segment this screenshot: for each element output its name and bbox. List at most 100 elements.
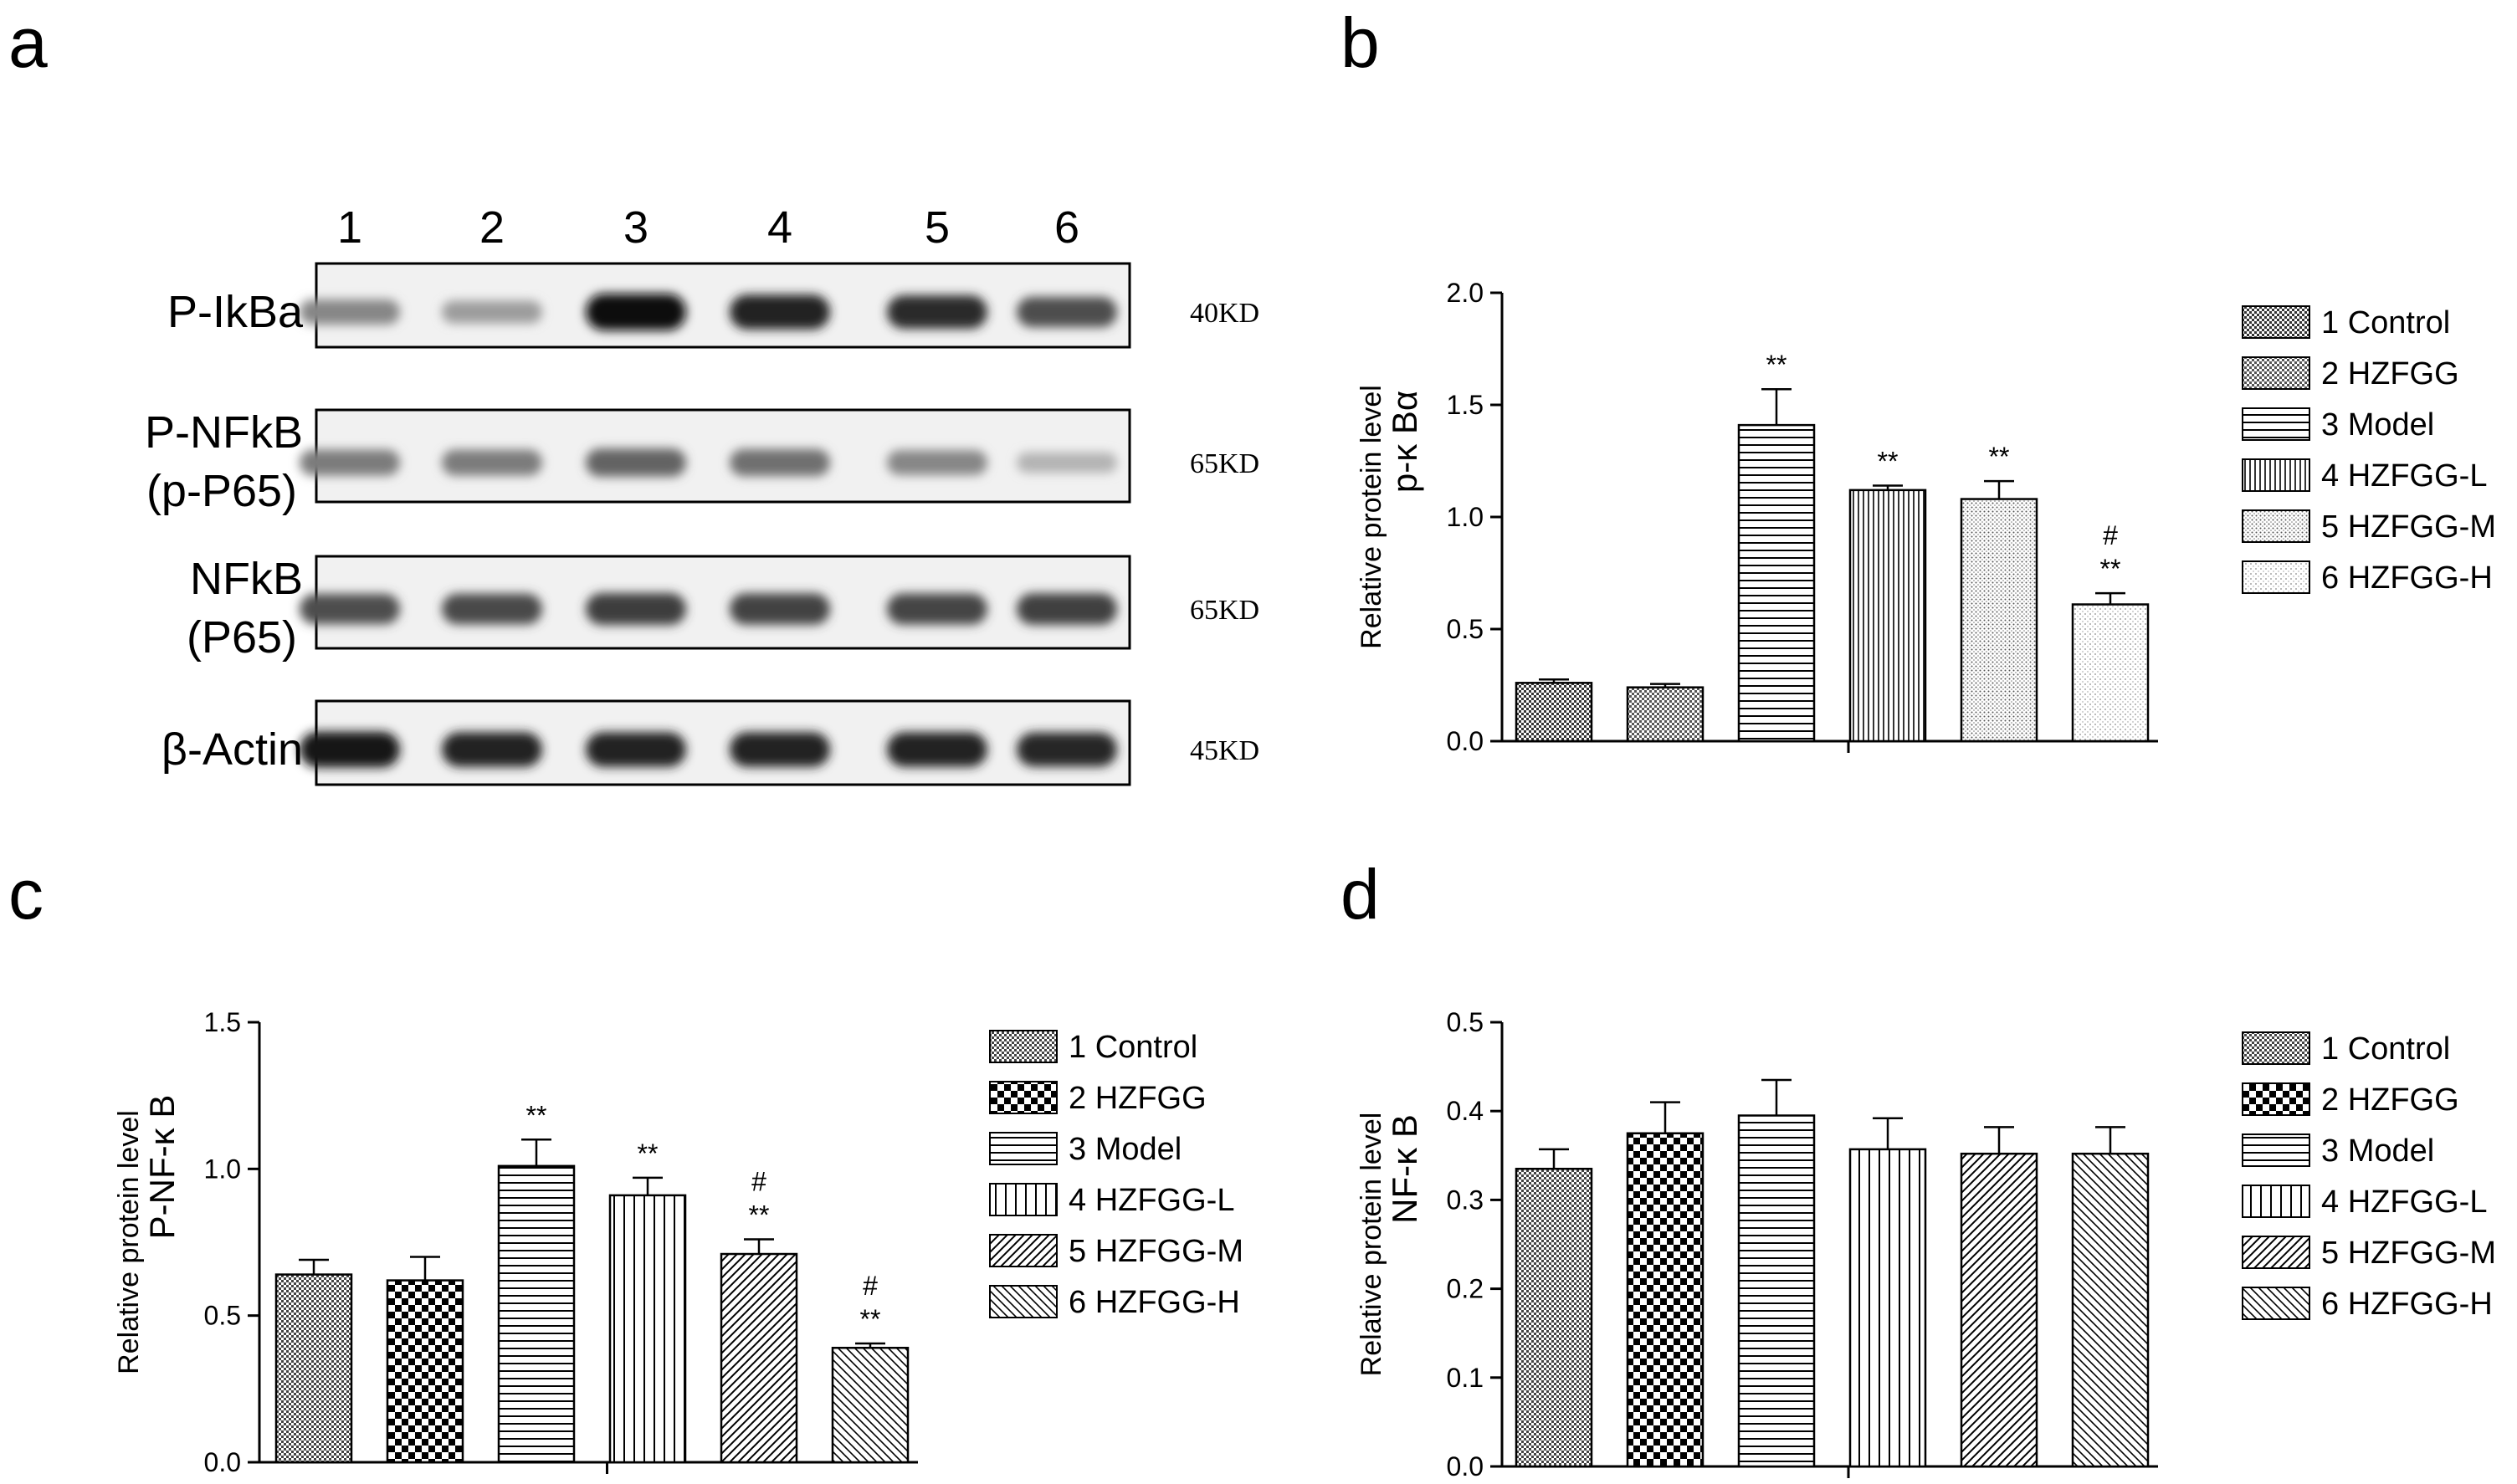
legend-swatch xyxy=(2242,407,2310,441)
y-axis-label-protein: P-NF-κ B xyxy=(142,1095,182,1240)
legend-swatch xyxy=(989,1285,1058,1318)
molecular-weight-label: 40KD xyxy=(1190,298,1259,329)
molecular-weight-label: 45KD xyxy=(1190,735,1259,766)
legend-label: 4 HZFGG-L xyxy=(1069,1183,1234,1218)
legend-label: 6 HZFGG-H xyxy=(2321,1287,2493,1322)
blot-membrane xyxy=(315,262,1131,349)
legend-label: 5 HZFGG-M xyxy=(2321,509,2496,545)
y-tick-label: 0.0 xyxy=(1447,1451,1484,1481)
chart-panel-c: c0.00.51.01.5******#**#Relative protein … xyxy=(8,855,1243,1477)
protein-band xyxy=(442,300,542,324)
protein-band xyxy=(586,592,686,626)
data-bar xyxy=(2071,1152,2150,1468)
significance-marker: ** xyxy=(638,1139,659,1169)
legend-swatch xyxy=(2242,458,2310,492)
data-bar xyxy=(1737,1114,1816,1468)
y-axis-label: Relative protein level xyxy=(113,1110,145,1374)
legend-swatch xyxy=(989,1081,1058,1114)
y-tick-label: 0.5 xyxy=(1447,1007,1484,1037)
panel-label-a: a xyxy=(8,3,48,82)
protein-band xyxy=(730,732,830,767)
protein-band xyxy=(1017,296,1117,328)
protein-band xyxy=(887,732,987,767)
protein-label-line2: (p-P65) xyxy=(146,466,297,516)
legend-swatch xyxy=(989,1183,1058,1216)
significance-marker: ** xyxy=(1989,442,2010,472)
data-bar xyxy=(720,1252,798,1464)
protein-band xyxy=(887,450,987,475)
y-tick-label: 0.1 xyxy=(1447,1363,1484,1393)
data-bar xyxy=(1960,1152,2038,1468)
protein-band xyxy=(887,294,987,330)
lane-number: 5 xyxy=(925,202,950,253)
legend-swatch xyxy=(2242,356,2310,390)
lane-number: 1 xyxy=(337,202,362,253)
data-bar xyxy=(1515,1167,1593,1468)
chart-panel-b: b 0.0 0.5 1.0 1.5 2.0 ** ** ** ** # Relative protei… xyxy=(1341,3,2496,756)
lane-number: 3 xyxy=(623,202,648,253)
legend-swatch xyxy=(2242,1287,2310,1320)
y-tick-label: 1.0 xyxy=(1447,502,1484,532)
panel-label-b: b xyxy=(1341,3,1380,82)
legend-label: 2 HZFGG xyxy=(2321,356,2459,391)
y-tick-label: 0.4 xyxy=(1447,1096,1484,1126)
y-tick-label: 1.5 xyxy=(1447,390,1484,420)
y-tick-label: 0.3 xyxy=(1447,1185,1484,1215)
blot-membrane xyxy=(315,699,1131,786)
legend-label: 3 Model xyxy=(2321,1133,2434,1169)
significance-marker-hash: # xyxy=(863,1271,878,1301)
legend-label: 6 HZFGG-H xyxy=(2321,560,2493,596)
significance-marker-hash: # xyxy=(751,1166,766,1196)
data-bar xyxy=(2071,603,2150,743)
protein-band xyxy=(586,732,686,767)
data-bar xyxy=(1737,423,1816,743)
legend-label: 5 HZFGG-M xyxy=(1069,1234,1243,1269)
legend-label: 4 HZFGG-L xyxy=(2321,1185,2487,1220)
protein-band xyxy=(300,731,400,768)
data-bar xyxy=(1515,682,1593,743)
legend-label: 2 HZFGG xyxy=(1069,1081,1207,1116)
protein-band xyxy=(586,448,686,477)
legend-label: 2 HZFGG xyxy=(2321,1082,2459,1118)
legend-label: 1 Control xyxy=(1069,1030,1197,1065)
protein-label: P-NFkB xyxy=(145,407,303,458)
protein-band xyxy=(442,593,542,625)
legend-swatch xyxy=(2242,560,2310,594)
data-bar xyxy=(497,1164,576,1464)
data-bar xyxy=(1848,1148,1927,1468)
legend-swatch xyxy=(2242,1133,2310,1167)
protein-label: NFkB xyxy=(190,554,303,604)
protein-band xyxy=(1017,732,1117,767)
protein-band xyxy=(300,593,400,625)
legend-label: 5 HZFGG-M xyxy=(2321,1236,2496,1271)
legend-swatch xyxy=(2242,1185,2310,1218)
significance-marker-hash: # xyxy=(2103,520,2118,550)
y-tick-label: 0.5 xyxy=(1447,614,1484,644)
data-bar xyxy=(831,1346,910,1464)
protein-band xyxy=(1017,452,1117,473)
protein-band xyxy=(730,448,830,477)
legend-swatch xyxy=(989,1234,1058,1267)
lane-number: 2 xyxy=(479,202,505,253)
protein-band xyxy=(300,299,400,325)
data-bar xyxy=(608,1194,687,1464)
legend-label: 4 HZFGG-L xyxy=(2321,458,2487,494)
legend-label: 3 Model xyxy=(2321,407,2434,443)
data-bar xyxy=(1626,686,1704,743)
legend-swatch xyxy=(2242,1236,2310,1269)
lane-number: 4 xyxy=(767,202,792,253)
molecular-weight-label: 65KD xyxy=(1190,448,1259,479)
y-tick-label: 0.2 xyxy=(1447,1274,1484,1304)
legend-swatch xyxy=(2242,1082,2310,1116)
y-tick-label: 2.0 xyxy=(1447,278,1484,308)
data-bar xyxy=(1626,1132,1704,1468)
panel-label-d: d xyxy=(1341,855,1380,934)
protein-band xyxy=(730,294,830,330)
data-bar xyxy=(274,1273,353,1464)
legend-swatch xyxy=(2242,1031,2310,1065)
protein-band xyxy=(1017,593,1117,625)
protein-band xyxy=(442,732,542,767)
y-axis-label-protein: NF-κ B xyxy=(1385,1114,1424,1224)
legend-swatch xyxy=(989,1132,1058,1165)
